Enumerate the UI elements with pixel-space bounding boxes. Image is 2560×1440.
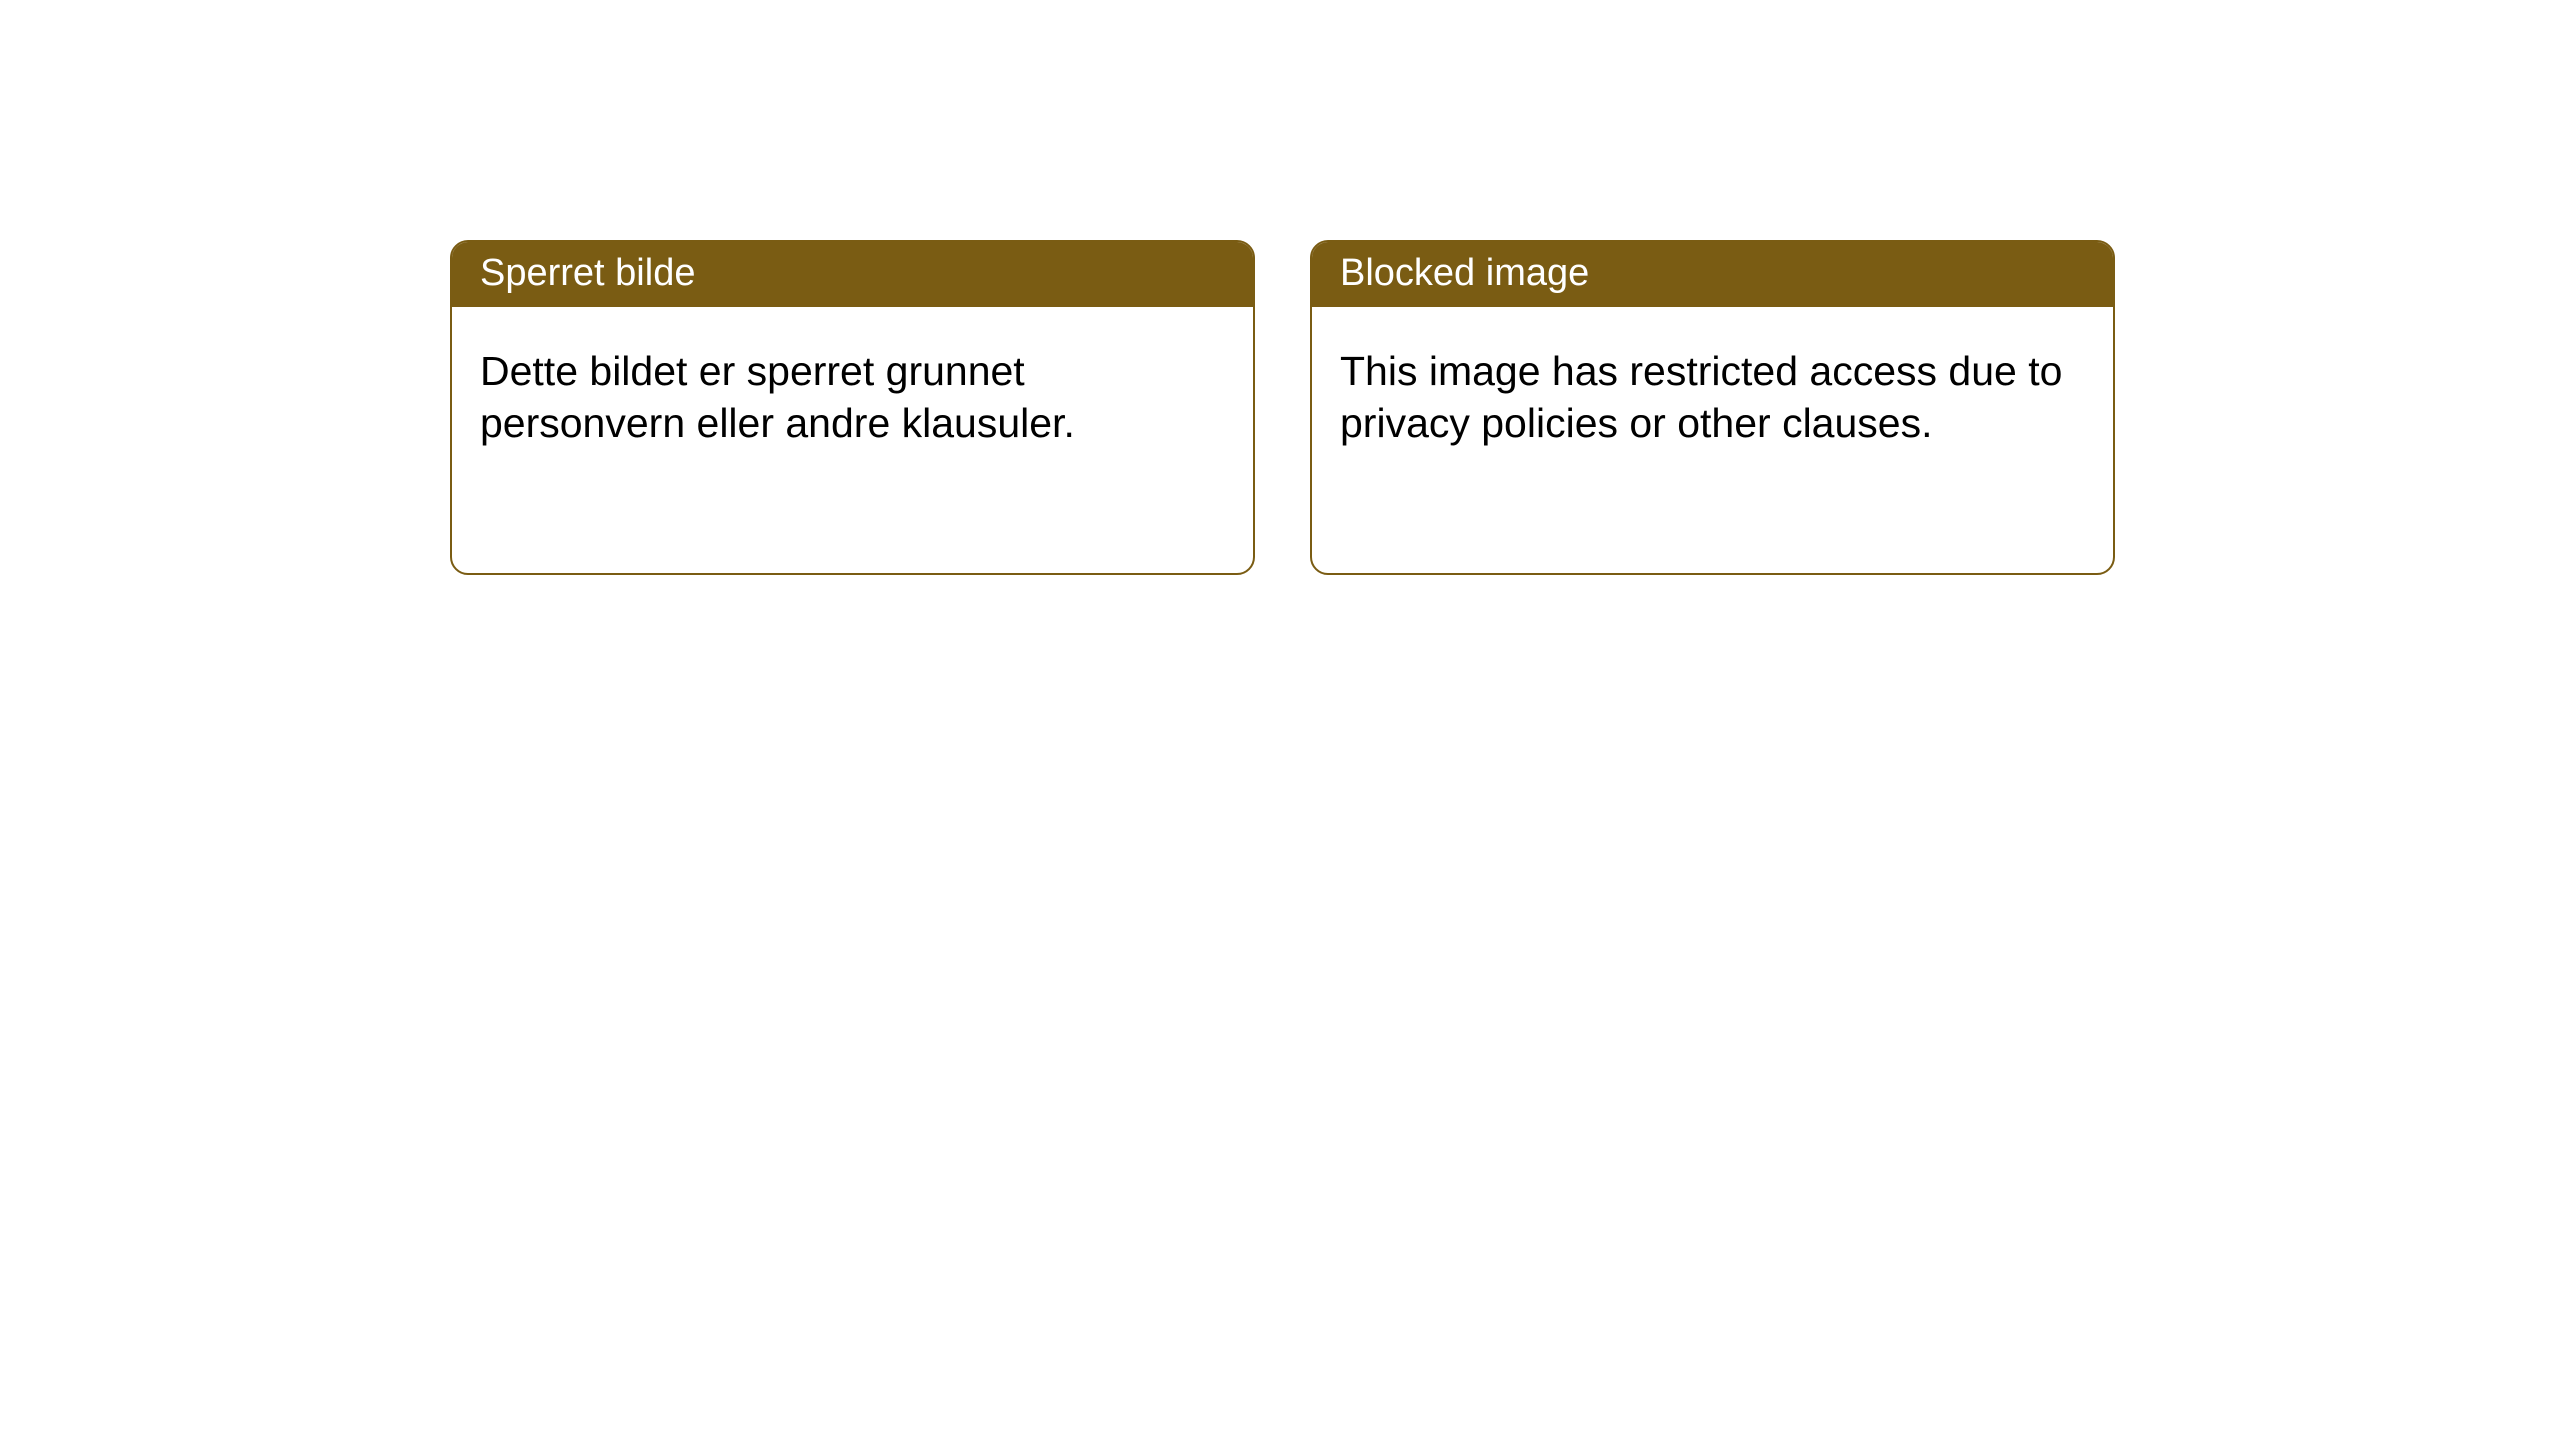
- notice-card-english: Blocked image This image has restricted …: [1310, 240, 2115, 575]
- notice-header-norwegian: Sperret bilde: [452, 242, 1253, 307]
- notice-body-english: This image has restricted access due to …: [1312, 307, 2113, 488]
- notice-body-norwegian: Dette bildet er sperret grunnet personve…: [452, 307, 1253, 488]
- notice-header-english: Blocked image: [1312, 242, 2113, 307]
- notice-card-norwegian: Sperret bilde Dette bildet er sperret gr…: [450, 240, 1255, 575]
- notice-container: Sperret bilde Dette bildet er sperret gr…: [450, 240, 2115, 575]
